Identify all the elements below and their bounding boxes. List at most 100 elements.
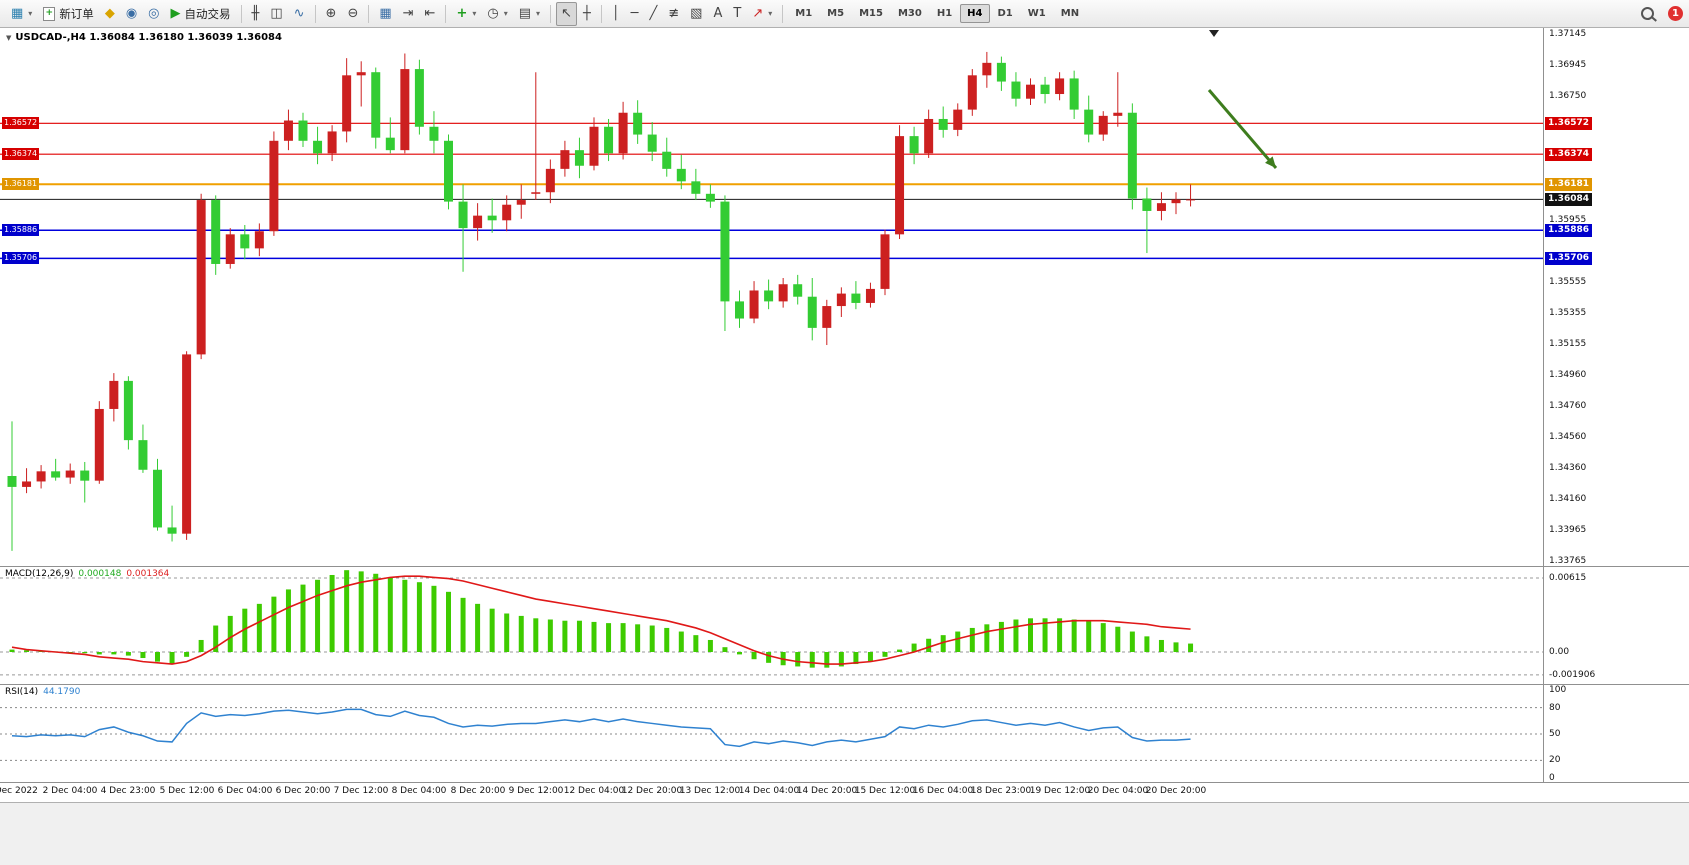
candle-body <box>735 301 744 319</box>
tile-windows-button[interactable]: ▦ <box>374 2 396 26</box>
candle-body <box>414 69 424 127</box>
macd-histogram-bar <box>1071 619 1077 652</box>
new-order-button[interactable]: + 新订单 <box>38 2 99 26</box>
candle-body <box>691 181 701 194</box>
chart-context-icon[interactable]: ▼ <box>6 33 12 42</box>
trend-arrow-annotation[interactable] <box>1207 89 1278 169</box>
trendline-icon: ╱ <box>649 6 658 21</box>
macd-histogram-bar <box>795 652 801 667</box>
timeframe-m5-button[interactable]: M5 <box>827 8 845 19</box>
macd-histogram-bar <box>155 652 160 662</box>
rsi-line <box>11 708 1191 748</box>
macd-histogram-bar <box>169 652 175 665</box>
text-icon: A <box>713 6 723 21</box>
profile-button[interactable]: ◉ <box>121 2 142 26</box>
time-axis-label: 1 Dec 2022 <box>0 786 38 796</box>
metaeditor-button[interactable]: ◆ <box>100 2 120 26</box>
rsi-axis-label: 50 <box>1549 729 1561 739</box>
panel-splitter[interactable] <box>0 566 1689 567</box>
chart-shift-button[interactable]: ⇤ <box>420 2 441 26</box>
new-chart-icon: ▦ <box>11 6 24 21</box>
timeframe-m1-button[interactable]: M1 <box>795 8 813 19</box>
candle-body <box>1156 203 1166 211</box>
timeframe-m30-button[interactable]: M30 <box>897 8 922 19</box>
timeframe-h4-button[interactable]: H4 <box>960 4 990 23</box>
bar-chart-button[interactable]: ╫ <box>247 2 265 26</box>
vertical-line-tool-button[interactable]: │ <box>607 2 625 26</box>
macd-histogram-bar <box>111 652 117 655</box>
candle-body <box>676 168 686 182</box>
horizontal-line-tool-button[interactable]: ─ <box>626 2 644 26</box>
time-axis-label: 16 Dec 04:00 <box>912 786 974 796</box>
macd-histogram-bar <box>737 652 742 655</box>
fibonacci-tool-button[interactable]: ≢ <box>663 2 684 26</box>
macd-indicator-panel[interactable] <box>0 566 1543 684</box>
macd-histogram-bar <box>431 585 437 652</box>
candle-body <box>720 201 730 302</box>
candle-body <box>109 380 119 409</box>
crosshair-tool-button[interactable]: ┼ <box>578 2 596 26</box>
rsi-indicator-panel[interactable] <box>0 684 1543 782</box>
zoom-in-icon: ⊕ <box>325 6 337 21</box>
autotrading-play-icon: ▶ <box>170 6 181 21</box>
macd-histogram-bar <box>664 627 670 652</box>
candle-body <box>909 136 919 154</box>
indicators-button[interactable]: + ▾ <box>451 2 481 26</box>
periods-button[interactable]: ◷ ▾ <box>482 2 512 26</box>
macd-histogram-bar <box>24 650 30 652</box>
price-axis-label: 1.35955 <box>1549 214 1587 225</box>
horizontal-line-icon: ─ <box>630 6 639 21</box>
arrows-tool-button[interactable]: ↗ ▾ <box>747 2 777 26</box>
timeframe-m15-button[interactable]: M15 <box>859 8 883 19</box>
macd-histogram-bar <box>1129 631 1135 652</box>
candlestick-chart-button[interactable]: ◫ <box>265 2 287 26</box>
zoom-in-button[interactable]: ⊕ <box>321 2 342 26</box>
text-tool-button[interactable]: A <box>708 2 727 26</box>
panel-splitter[interactable] <box>0 684 1689 685</box>
candle-body <box>36 471 46 482</box>
signals-button[interactable]: ◎ <box>143 2 164 26</box>
candle-body <box>1098 115 1108 135</box>
candle-body <box>1113 112 1123 116</box>
notification-badge[interactable]: 1 <box>1668 6 1683 21</box>
price-axis-label: 1.34160 <box>1549 494 1587 505</box>
toolbar-separator <box>600 4 602 23</box>
price-tag: 1.35886 <box>1545 223 1592 237</box>
time-axis-border <box>0 782 1689 783</box>
price-tag: 1.36572 <box>1545 116 1592 130</box>
candle-body <box>1069 78 1079 110</box>
auto-scroll-icon: ⇥ <box>402 6 414 21</box>
time-axis-label: 18 Dec 23:00 <box>970 786 1032 796</box>
shapes-tool-button[interactable]: ▧ <box>685 2 707 26</box>
time-axis-label: 20 Dec 04:00 <box>1087 786 1149 796</box>
search-button[interactable] <box>1636 2 1667 26</box>
line-chart-button[interactable]: ∿ <box>289 2 310 26</box>
timeframe-h1-button[interactable]: H1 <box>936 8 953 19</box>
timeframe-mn-button[interactable]: MN <box>1060 8 1080 19</box>
time-axis-label: 13 Dec 12:00 <box>679 786 741 796</box>
cursor-tool-button[interactable]: ↖ <box>556 1 577 26</box>
macd-histogram-bar <box>955 631 961 652</box>
macd-histogram-bar <box>489 608 495 652</box>
timeframe-d1-button[interactable]: D1 <box>997 8 1013 19</box>
time-axis-label: 20 Dec 20:00 <box>1145 786 1207 796</box>
templates-button[interactable]: ▤ ▾ <box>514 2 545 26</box>
autotrading-button[interactable]: ▶ 自动交易 <box>166 2 236 26</box>
zoom-out-button[interactable]: ⊖ <box>342 2 363 26</box>
trendline-tool-button[interactable]: ╱ <box>644 2 662 26</box>
price-axis-label: 1.35155 <box>1549 339 1587 350</box>
timeframe-w1-button[interactable]: W1 <box>1027 8 1046 19</box>
auto-scroll-button[interactable]: ⇥ <box>398 2 419 26</box>
macd-histogram-bar <box>620 623 626 652</box>
main-price-chart[interactable] <box>0 28 1543 566</box>
macd-histogram-bar <box>329 574 335 652</box>
new-chart-button[interactable]: ▦ ▾ <box>6 2 37 26</box>
candle-body <box>1040 84 1050 95</box>
macd-histogram-bar <box>518 615 524 652</box>
chart-top-marker-icon <box>1209 30 1219 37</box>
candle-body <box>298 120 308 141</box>
text-label-tool-button[interactable]: T <box>728 2 746 26</box>
candle-body <box>385 137 395 151</box>
macd-histogram-bar <box>387 577 393 652</box>
macd-signal-value: 0.001364 <box>126 569 170 579</box>
